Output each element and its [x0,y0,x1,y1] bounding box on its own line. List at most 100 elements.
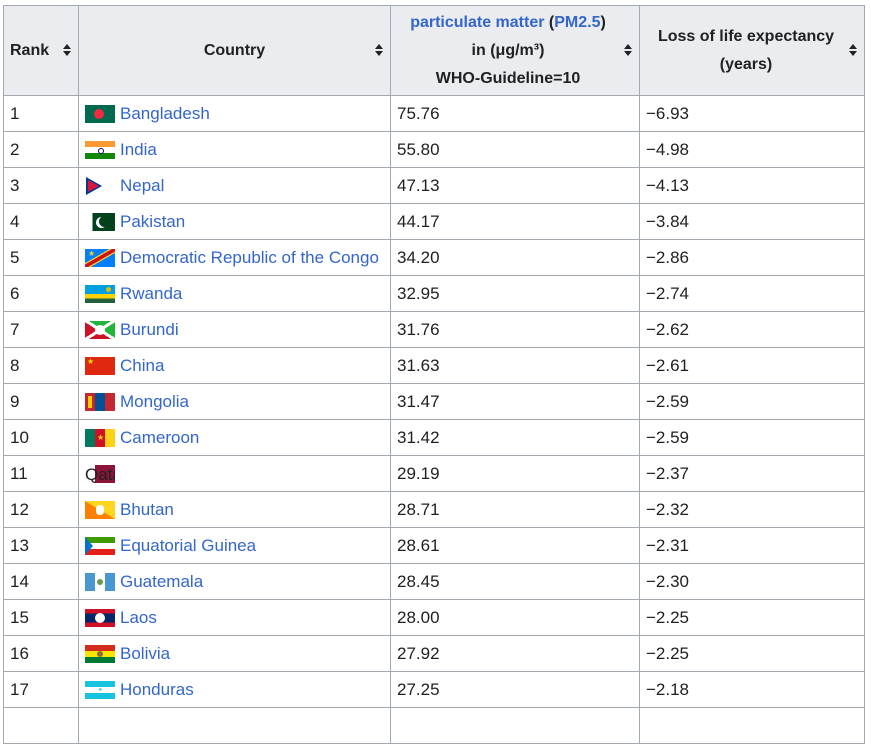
life-cell: −6.93 [639,95,865,132]
laos-flag-icon[interactable] [85,609,115,628]
country-link[interactable]: Bangladesh [120,103,210,123]
rwanda-flag-icon[interactable] [85,285,115,304]
country-link[interactable]: Laos [120,607,157,627]
country-link[interactable]: Cameroon [120,427,200,447]
rank-cell: 17 [3,671,79,708]
country-header-label: Country [203,41,266,59]
country-link[interactable]: Bolivia [120,643,171,663]
rank-header[interactable]: Rank [3,5,79,96]
qatar-flag-icon[interactable]: Qatar [85,465,115,484]
bhutan-flag-icon[interactable] [85,501,115,520]
table-row-partial [3,707,865,744]
pm-cell: 47.13 [390,167,640,204]
country-link[interactable]: Pakistan [120,211,186,231]
india-flag-icon[interactable] [85,141,115,160]
pm25-link[interactable]: PM2.5 [554,13,601,31]
pm-cell: 31.42 [390,419,640,456]
country-link[interactable]: Democratic Republic of the Congo [120,247,379,267]
nepal-flag-icon[interactable] [85,177,115,196]
country-link[interactable]: Honduras [120,679,194,699]
equatorial-guinea-flag-icon[interactable] [85,537,115,556]
table-body: 1 Bangladesh 75.76 −6.93 2 India 55.80 −4.98 3 Ne… [3,95,865,744]
china-flag-icon[interactable]: ★ [85,357,115,376]
country-link[interactable]: Equatorial Guinea [120,535,257,555]
country-cell: Bhutan [78,491,391,528]
pm-cell: 27.25 [390,671,640,708]
honduras-flag-icon[interactable]: ★ [85,681,115,700]
life-cell [639,707,865,744]
table-row: 6 Rwanda 32.95 −2.74 [3,275,865,312]
pm-cell: 31.63 [390,347,640,384]
country-link[interactable]: Burundi [120,319,179,339]
life-cell: −2.18 [639,671,865,708]
life-header[interactable]: Loss of life expectancy (years) [639,5,865,96]
life-cell: −2.86 [639,239,865,276]
life-cell: −2.30 [639,563,865,600]
life-header-line2: (years) [719,55,773,73]
life-cell: −3.84 [639,203,865,240]
country-link[interactable]: Mongolia [120,391,189,411]
country-cell: Bolivia [78,635,391,672]
table-row: 14 Guatemala 28.45 −2.30 [3,563,865,600]
pm-header[interactable]: particulate matter (PM2.5) in (μg/m³) WH… [390,5,640,96]
table-row: 9 Mongolia 31.47 −2.59 [3,383,865,420]
country-cell [78,707,391,744]
life-cell: −2.25 [639,635,865,672]
country-link[interactable]: Guatemala [120,571,204,591]
country-link[interactable]: Nepal [120,175,165,195]
pm-cell [390,707,640,744]
rank-cell: 14 [3,563,79,600]
guatemala-flag-icon[interactable] [85,573,115,592]
pm-header-close: ) [600,13,606,31]
country-link[interactable]: Rwanda [120,283,183,303]
sort-icon[interactable] [63,44,72,56]
bangladesh-flag-icon[interactable] [85,105,115,124]
rank-cell: 1 [3,95,79,132]
sort-icon[interactable] [849,44,858,56]
rank-cell: 12 [3,491,79,528]
rank-cell [3,707,79,744]
table-row: 8 ★ China 31.63 −2.61 [3,347,865,384]
burundi-flag-icon[interactable] [85,321,115,340]
pm-cell: 28.45 [390,563,640,600]
pm-header-guideline: WHO-Guideline=10 [435,69,581,87]
life-cell: −2.59 [639,419,865,456]
country-link[interactable]: Bhutan [120,499,174,519]
pm-cell: 31.76 [390,311,640,348]
life-cell: −2.62 [639,311,865,348]
rank-cell: 8 [3,347,79,384]
table-row: 15 Laos 28.00 −2.25 [3,599,865,636]
country-cell: Bangladesh [78,95,391,132]
rank-cell: 16 [3,635,79,672]
cameroon-flag-icon[interactable]: ★ [85,429,115,448]
sort-icon[interactable] [624,44,633,56]
life-cell: −2.25 [639,599,865,636]
sort-icon[interactable] [375,44,384,56]
table-row: 17 ★ Honduras 27.25 −2.18 [3,671,865,708]
country-header[interactable]: Country [78,5,391,96]
country-link[interactable]: India [120,139,157,159]
table-row: 12 Bhutan 28.71 −2.32 [3,491,865,528]
mongolia-flag-icon[interactable] [85,393,115,412]
rank-cell: 6 [3,275,79,312]
pm-cell: 75.76 [390,95,640,132]
drc-flag-icon[interactable]: ★ [85,249,115,268]
particulate-matter-link[interactable]: particulate matter [410,13,545,31]
life-cell: −2.61 [639,347,865,384]
pm-cell: 28.71 [390,491,640,528]
table-row: 3 Nepal 47.13 −4.13 [3,167,865,204]
pm-cell: 44.17 [390,203,640,240]
life-cell: −2.37 [639,455,865,492]
table-row: 2 India 55.80 −4.98 [3,131,865,168]
rank-cell: 2 [3,131,79,168]
bolivia-flag-icon[interactable] [85,645,115,664]
pm-cell: 29.19 [390,455,640,492]
table-row: 4 Pakistan 44.17 −3.84 [3,203,865,240]
country-cell: India [78,131,391,168]
rank-cell: 10 [3,419,79,456]
pakistan-flag-icon[interactable] [85,213,115,232]
country-cell: Rwanda [78,275,391,312]
table-row: 5 ★ Democratic Republic of the Congo 34.20−… [3,239,865,276]
rank-header-label: Rank [10,41,50,59]
country-link[interactable]: China [120,355,165,375]
